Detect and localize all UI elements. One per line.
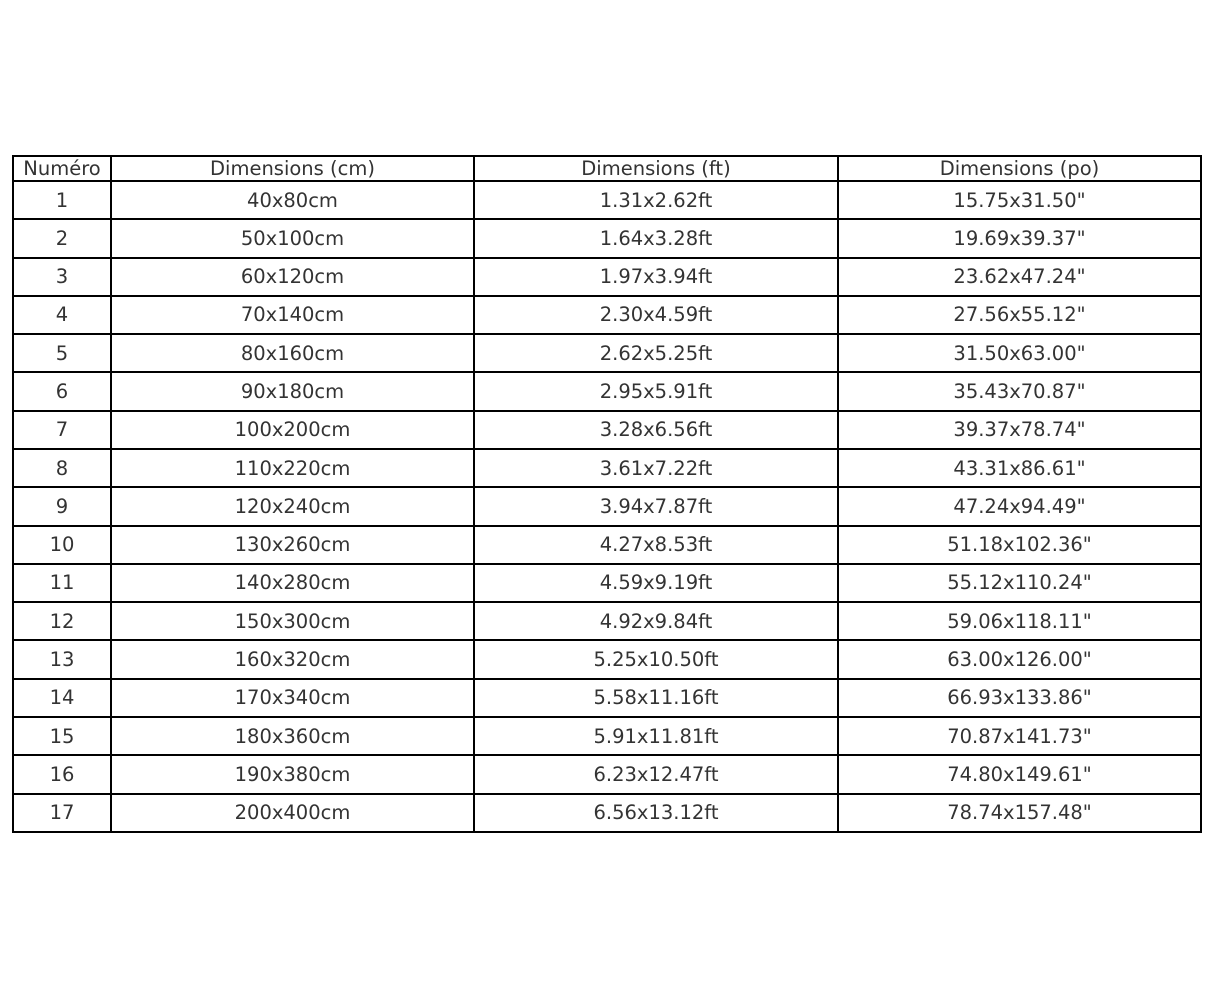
cell-po: 47.24x94.49" <box>837 486 1202 527</box>
table-row: 7 100x200cm 3.28x6.56ft 39.37x78.74" <box>12 409 1202 450</box>
table-row: 6 90x180cm 2.95x5.91ft 35.43x70.87" <box>12 371 1202 412</box>
cell-po: 74.80x149.61" <box>837 754 1202 795</box>
cell-numero: 14 <box>12 677 112 718</box>
cell-numero: 3 <box>12 256 112 297</box>
cell-ft: 2.62x5.25ft <box>473 333 839 374</box>
table-row: 2 50x100cm 1.64x3.28ft 19.69x39.37" <box>12 218 1202 259</box>
cell-cm: 60x120cm <box>110 256 475 297</box>
cell-ft: 5.91x11.81ft <box>473 715 839 757</box>
cell-ft: 5.25x10.50ft <box>473 639 839 680</box>
cell-po: 31.50x63.00" <box>837 333 1202 374</box>
table-row: 8 110x220cm 3.61x7.22ft 43.31x86.61" <box>12 447 1202 489</box>
cell-numero: 12 <box>12 601 112 642</box>
cell-po: 39.37x78.74" <box>837 409 1202 450</box>
cell-ft: 2.95x5.91ft <box>473 371 839 412</box>
cell-po: 59.06x118.11" <box>837 601 1202 642</box>
column-header-numero: Numéro <box>12 155 112 182</box>
cell-cm: 80x160cm <box>110 333 475 374</box>
cell-cm: 200x400cm <box>110 792 475 833</box>
cell-po: 35.43x70.87" <box>837 371 1202 412</box>
cell-numero: 6 <box>12 371 112 412</box>
cell-ft: 3.61x7.22ft <box>473 447 839 489</box>
table-row: 15 180x360cm 5.91x11.81ft 70.87x141.73" <box>12 715 1202 757</box>
cell-cm: 50x100cm <box>110 218 475 259</box>
cell-numero: 13 <box>12 639 112 680</box>
table-row: 17 200x400cm 6.56x13.12ft 78.74x157.48" <box>12 792 1202 833</box>
cell-cm: 150x300cm <box>110 601 475 642</box>
table-header-row: Numéro Dimensions (cm) Dimensions (ft) D… <box>12 155 1202 182</box>
table-row: 9 120x240cm 3.94x7.87ft 47.24x94.49" <box>12 486 1202 527</box>
cell-po: 55.12x110.24" <box>837 562 1202 604</box>
cell-po: 70.87x141.73" <box>837 715 1202 757</box>
cell-po: 23.62x47.24" <box>837 256 1202 297</box>
cell-cm: 100x200cm <box>110 409 475 450</box>
dimensions-conversion-table: Numéro Dimensions (cm) Dimensions (ft) D… <box>12 155 1202 833</box>
cell-ft: 1.31x2.62ft <box>473 179 839 221</box>
cell-ft: 6.56x13.12ft <box>473 792 839 833</box>
cell-cm: 110x220cm <box>110 447 475 489</box>
cell-numero: 2 <box>12 218 112 259</box>
table-header: Numéro Dimensions (cm) Dimensions (ft) D… <box>12 155 1202 182</box>
cell-numero: 16 <box>12 754 112 795</box>
table-row: 4 70x140cm 2.30x4.59ft 27.56x55.12" <box>12 294 1202 336</box>
cell-ft: 5.58x11.16ft <box>473 677 839 718</box>
cell-po: 63.00x126.00" <box>837 639 1202 680</box>
cell-numero: 17 <box>12 792 112 833</box>
cell-cm: 140x280cm <box>110 562 475 604</box>
cell-po: 78.74x157.48" <box>837 792 1202 833</box>
table-body: 1 40x80cm 1.31x2.62ft 15.75x31.50" 2 50x100cm… <box>12 179 1202 833</box>
table-row: 3 60x120cm 1.97x3.94ft 23.62x47.24" <box>12 256 1202 297</box>
cell-ft: 4.27x8.53ft <box>473 524 839 565</box>
cell-cm: 130x260cm <box>110 524 475 565</box>
table-row: 14 170x340cm 5.58x11.16ft 66.93x133.86" <box>12 677 1202 718</box>
cell-cm: 120x240cm <box>110 486 475 527</box>
cell-numero: 7 <box>12 409 112 450</box>
cell-po: 51.18x102.36" <box>837 524 1202 565</box>
cell-po: 27.56x55.12" <box>837 294 1202 336</box>
table-row: 11 140x280cm 4.59x9.19ft 55.12x110.24" <box>12 562 1202 604</box>
cell-po: 19.69x39.37" <box>837 218 1202 259</box>
cell-cm: 70x140cm <box>110 294 475 336</box>
cell-numero: 11 <box>12 562 112 604</box>
cell-cm: 170x340cm <box>110 677 475 718</box>
table-row: 13 160x320cm 5.25x10.50ft 63.00x126.00" <box>12 639 1202 680</box>
cell-po: 43.31x86.61" <box>837 447 1202 489</box>
column-header-dimensions-po: Dimensions (po) <box>837 155 1202 182</box>
cell-numero: 5 <box>12 333 112 374</box>
cell-ft: 3.94x7.87ft <box>473 486 839 527</box>
cell-numero: 8 <box>12 447 112 489</box>
table-row: 1 40x80cm 1.31x2.62ft 15.75x31.50" <box>12 179 1202 221</box>
cell-po: 15.75x31.50" <box>837 179 1202 221</box>
cell-ft: 2.30x4.59ft <box>473 294 839 336</box>
cell-po: 66.93x133.86" <box>837 677 1202 718</box>
cell-numero: 1 <box>12 179 112 221</box>
cell-ft: 4.59x9.19ft <box>473 562 839 604</box>
cell-ft: 3.28x6.56ft <box>473 409 839 450</box>
cell-ft: 1.64x3.28ft <box>473 218 839 259</box>
cell-numero: 10 <box>12 524 112 565</box>
cell-ft: 6.23x12.47ft <box>473 754 839 795</box>
cell-ft: 1.97x3.94ft <box>473 256 839 297</box>
column-header-dimensions-cm: Dimensions (cm) <box>110 155 475 182</box>
table-row: 12 150x300cm 4.92x9.84ft 59.06x118.11" <box>12 601 1202 642</box>
table-row: 16 190x380cm 6.23x12.47ft 74.80x149.61" <box>12 754 1202 795</box>
table-row: 5 80x160cm 2.62x5.25ft 31.50x63.00" <box>12 333 1202 374</box>
cell-cm: 160x320cm <box>110 639 475 680</box>
cell-numero: 15 <box>12 715 112 757</box>
cell-cm: 190x380cm <box>110 754 475 795</box>
cell-numero: 4 <box>12 294 112 336</box>
cell-cm: 40x80cm <box>110 179 475 221</box>
column-header-dimensions-ft: Dimensions (ft) <box>473 155 839 182</box>
cell-numero: 9 <box>12 486 112 527</box>
cell-cm: 90x180cm <box>110 371 475 412</box>
cell-ft: 4.92x9.84ft <box>473 601 839 642</box>
table-row: 10 130x260cm 4.27x8.53ft 51.18x102.36" <box>12 524 1202 565</box>
cell-cm: 180x360cm <box>110 715 475 757</box>
